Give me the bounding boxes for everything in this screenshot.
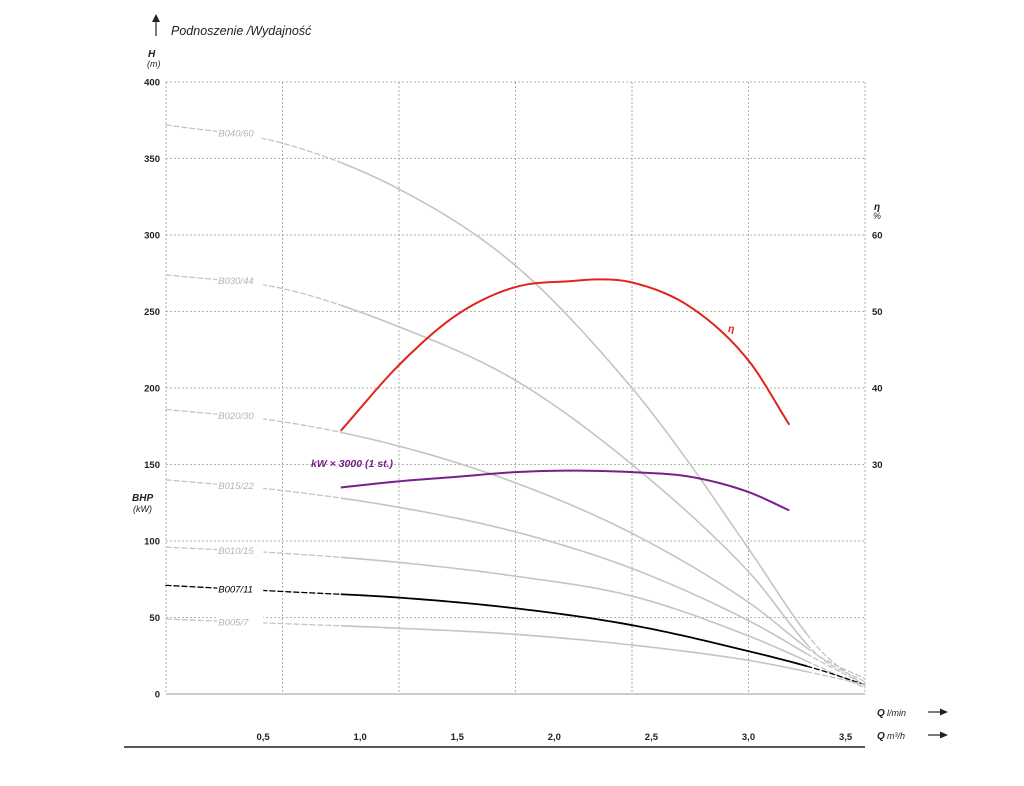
- curve-B007/11: [340, 593, 807, 668]
- x-axis-m3h-label: Q: [877, 731, 885, 742]
- curve-label-bg: [217, 542, 264, 556]
- x-m3h-tick-label: 1,0: [354, 732, 367, 743]
- curve-label-bg: [217, 477, 264, 491]
- curve-B030/44-dashed-end: [806, 643, 866, 683]
- bhp-label: BHP: [132, 493, 153, 504]
- curve-B040/60: [340, 161, 808, 635]
- y-tick-label: 300: [144, 231, 160, 242]
- grid: [165, 81, 866, 694]
- curve-B015/22: [340, 497, 808, 655]
- x-m3h-tick-label: 1,5: [451, 732, 465, 743]
- y-tick-label: 150: [144, 460, 160, 471]
- y-tick-label: 400: [144, 78, 160, 89]
- curve-B020/30: [340, 431, 808, 649]
- y-axis-unit: (m): [147, 59, 161, 69]
- curve-label-bg: [217, 407, 264, 421]
- y-tick-label: 250: [144, 307, 160, 318]
- eta-tick-label: 30: [872, 460, 883, 471]
- x-axis-lpm-unit: l/min: [887, 708, 906, 718]
- curve-label-B005/7: B005/7: [218, 617, 249, 628]
- y-axis-label: H: [148, 49, 156, 60]
- eta-axis-unit: %: [873, 211, 881, 221]
- y-tick-label: 0: [155, 690, 160, 701]
- axes: [124, 14, 948, 748]
- curve-B015/22-dashed-end: [806, 653, 866, 686]
- curve-label-bg: [217, 614, 264, 628]
- curve-label-B015/22: B015/22: [218, 481, 254, 492]
- eta-axis-label: η: [874, 202, 880, 213]
- x-m3h-tick-label: 2,5: [645, 732, 659, 743]
- eta-tick-label: 40: [872, 384, 883, 395]
- curve-label-B010/15: B010/15: [218, 546, 254, 557]
- curve-B010/15-dashed-end: [806, 660, 866, 689]
- curve-B010/15: [340, 556, 808, 662]
- y-tick-label: 50: [149, 613, 160, 624]
- x-m3h-tick-label: 3,5: [839, 732, 853, 743]
- y-tick-label: 350: [144, 154, 160, 165]
- eta-curve-label: η: [728, 323, 734, 335]
- kw-curve-label: kW × 3000 (1 st.): [311, 458, 393, 470]
- curve-label-B020/30: B020/30: [218, 411, 254, 422]
- curve-label-B040/60: B040/60: [218, 128, 254, 139]
- curve-label-bg: [217, 125, 264, 139]
- curve-label-B007/11: B007/11: [218, 584, 253, 595]
- x-arrow-head: [940, 708, 948, 716]
- x2-arrow-head: [940, 731, 948, 739]
- x-axis-lpm-label: Q: [877, 708, 885, 719]
- y-tick-label: 200: [144, 384, 160, 395]
- y-tick-label: 100: [144, 537, 160, 548]
- x-axis-m3h-unit: m³/h: [887, 731, 905, 741]
- x-m3h-tick-label: 3,0: [742, 732, 755, 743]
- curve-B007/11-dashed-end: [806, 665, 866, 686]
- curve-label-bg: [217, 581, 264, 595]
- curve-η: [339, 278, 791, 432]
- curve-B040/60-dashed-end: [806, 633, 866, 687]
- eta-tick-label: 50: [872, 307, 883, 318]
- curve-kW × 3000 (1 st.): [340, 469, 790, 512]
- x-m3h-tick-label: 0,5: [256, 732, 270, 743]
- curve-B020/30-dashed-end: [806, 647, 866, 680]
- curve-label-bg: [217, 273, 264, 287]
- bhp-unit: (kW): [133, 504, 152, 514]
- y-axis-arrow-head: [152, 14, 160, 22]
- curve-label-B030/44: B030/44: [218, 276, 253, 287]
- curve-B005/7-dashed-end: [806, 670, 866, 686]
- eta-tick-label: 60: [872, 231, 883, 242]
- x-m3h-tick-label: 2,0: [548, 732, 561, 743]
- labels: Podnoszenie /Wydajność H(m) 0 50 100 150 200 25…: [132, 24, 906, 743]
- chart-title: Podnoszenie /Wydajność: [171, 24, 312, 38]
- curve-B005/7: [340, 625, 807, 673]
- curve-B030/44: [340, 304, 808, 645]
